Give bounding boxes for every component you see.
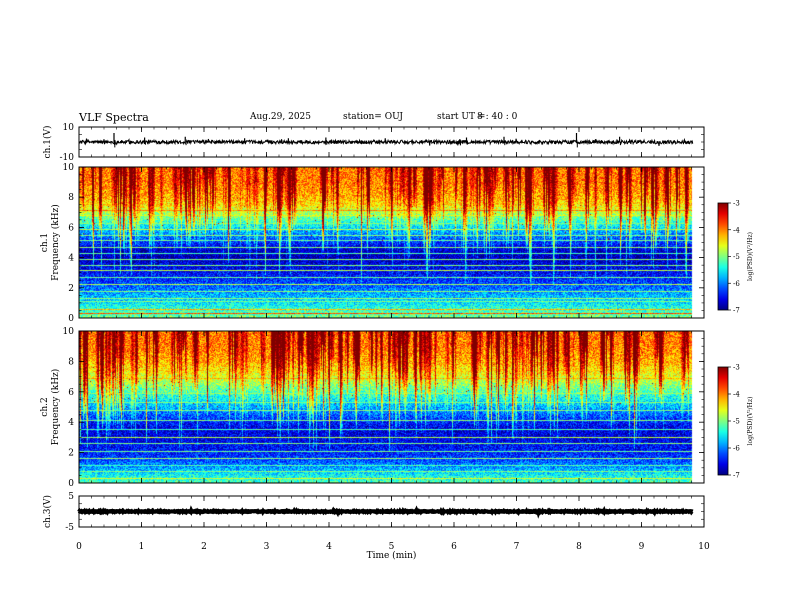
y-tick-label: 0: [68, 314, 74, 324]
ch2-spectrogram-image: [79, 331, 704, 483]
x-tick-label: 9: [639, 542, 645, 552]
date-label: Aug.29, 2025: [250, 112, 311, 122]
ch2-spectrogram-ylabel-channel: ch.2: [40, 397, 50, 416]
x-tick-label: 0: [76, 542, 82, 552]
y-tick-label: 10: [63, 327, 75, 337]
x-tick-label: 6: [451, 542, 457, 552]
y-tick-label: 8: [68, 357, 74, 367]
ch1-spectrogram-ylabel-frequency: Frequency (kHz): [50, 204, 61, 281]
ch2-spectrogram-colorbar: [717, 366, 729, 476]
x-tick-label: 3: [264, 542, 270, 552]
x-axis-label: Time (min): [367, 550, 417, 561]
ch1-waveform-trace: [78, 137, 694, 147]
colorbar-tick-label: -3: [733, 200, 740, 208]
y-tick-label: 8: [68, 193, 74, 203]
colorbar-tick-label: -4: [733, 391, 740, 399]
y-tick-label: -10: [60, 153, 75, 163]
colorbar-tick-label: -5: [733, 418, 740, 426]
ch1-waveform-ylabel: ch.1(V): [42, 126, 53, 159]
station-label: station= OUJ: [343, 112, 404, 122]
y-tick-label: 10: [63, 163, 75, 173]
y-tick-label: 6: [68, 223, 74, 233]
figure-title: VLF Spectra: [79, 111, 149, 124]
y-tick-label: 2: [68, 284, 74, 294]
ch2-spectrogram-ylabel-frequency: Frequency (kHz): [50, 369, 61, 446]
x-tick-label: 1: [139, 542, 145, 552]
colorbar-tick-label: -4: [733, 226, 740, 234]
x-tick-label: 7: [514, 542, 520, 552]
ch3-waveform-trace: [77, 505, 694, 519]
colorbar-tick-label: -3: [733, 364, 740, 372]
colorbar-tick-label: -6: [733, 445, 740, 453]
y-tick-label: 0: [68, 479, 74, 489]
y-tick-label: 6: [68, 388, 74, 398]
y-tick-label: 4: [68, 254, 74, 264]
y-tick-label: 10: [63, 123, 75, 133]
ch1-spectrogram-ylabel-channel: ch.1: [40, 233, 50, 252]
start-time-value: 8 : 40 : 0: [477, 112, 518, 122]
colorbar-tick-label: -7: [733, 307, 740, 315]
ch1-spectrogram-colorbar: [717, 202, 729, 311]
y-tick-label: 5: [68, 492, 74, 502]
y-tick-label: 2: [68, 449, 74, 459]
colorbar-tick-label: -5: [733, 253, 740, 261]
x-tick-label: 10: [698, 542, 710, 552]
x-tick-label: 8: [576, 542, 582, 552]
x-tick-label: 4: [326, 542, 332, 552]
ch3-waveform-ylabel: ch.3(V): [42, 495, 53, 528]
ch1-spectrogram-colorbar-label: log(PSD)(V²/Hz): [747, 232, 754, 281]
ch2-spectrogram-colorbar-label: log(PSD)(V²/Hz): [747, 397, 754, 446]
y-tick-label: 4: [68, 418, 74, 428]
figure-header: VLF Spectra Aug.29, 2025 station= OUJ st…: [0, 111, 792, 126]
start-time-label: start UT =: [437, 112, 486, 122]
colorbar-tick-label: -7: [733, 472, 740, 480]
x-tick-label: 5: [389, 542, 395, 552]
ch1-spectrogram-image: [79, 167, 704, 318]
x-tick-label: 2: [201, 542, 207, 552]
y-tick-label: -5: [65, 523, 74, 533]
colorbar-tick-label: -6: [733, 280, 740, 288]
